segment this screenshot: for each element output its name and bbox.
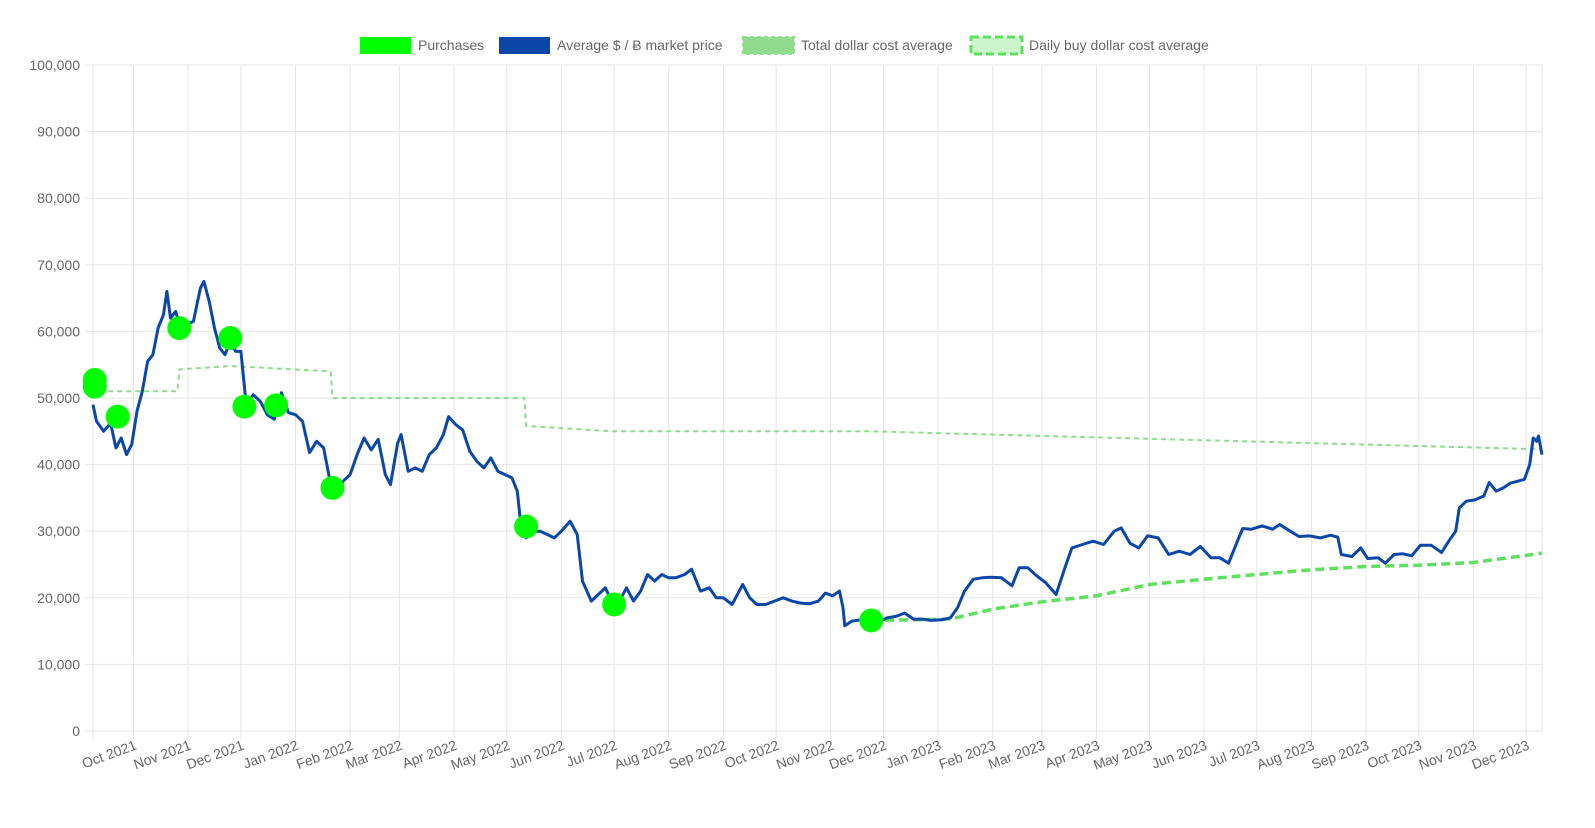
x-tick-label: Jun 2022 xyxy=(507,737,567,772)
x-tick-label: Jan 2022 xyxy=(241,737,301,772)
purchase-point xyxy=(320,475,345,500)
y-tick-label: 50,000 xyxy=(37,390,80,406)
purchase-points xyxy=(82,316,884,633)
x-tick-label: Jul 2022 xyxy=(564,737,619,770)
y-tick-label: 20,000 xyxy=(37,590,80,606)
purchase-point xyxy=(167,316,192,341)
purchase-point xyxy=(82,374,107,399)
x-tick-label: Nov 2021 xyxy=(131,737,193,773)
purchase-point xyxy=(105,404,130,429)
legend-swatch-market-price xyxy=(499,37,550,54)
x-tick-label: Oct 2021 xyxy=(80,737,139,772)
purchase-point xyxy=(232,394,257,419)
legend-label: Total dollar cost average xyxy=(801,37,953,53)
purchase-point xyxy=(218,326,243,351)
y-tick-label: 70,000 xyxy=(37,257,80,273)
legend-label: Daily buy dollar cost average xyxy=(1029,37,1209,53)
purchase-point xyxy=(602,592,627,617)
y-tick-label: 10,000 xyxy=(37,656,80,672)
x-tick-label: Sep 2023 xyxy=(1309,737,1371,773)
legend: Purchases Average $ / Ƀ market price Total… xyxy=(360,35,1209,56)
x-tick-label: Mar 2022 xyxy=(343,737,404,772)
gridlines xyxy=(85,64,1543,739)
purchase-point xyxy=(859,608,884,633)
legend-label: Average $ / Ƀ market price xyxy=(557,37,723,53)
purchase-point xyxy=(514,514,539,539)
legend-label: Purchases xyxy=(418,37,484,53)
x-tick-label: Jul 2023 xyxy=(1207,737,1262,770)
average-market-price-line xyxy=(91,279,1544,628)
x-tick-label: Oct 2022 xyxy=(722,737,781,772)
y-tick-label: 40,000 xyxy=(37,457,80,473)
x-tick-label: Aug 2023 xyxy=(1255,737,1317,773)
x-tick-label: Apr 2023 xyxy=(1043,737,1102,772)
total-dollar-cost-average-line xyxy=(92,365,1543,451)
legend-swatch-purchases xyxy=(360,37,411,54)
y-tick-label: 60,000 xyxy=(37,323,80,339)
y-tick-label: 30,000 xyxy=(37,523,80,539)
legend-swatch-daily-dca xyxy=(969,35,1024,56)
x-tick-label: Nov 2023 xyxy=(1417,737,1479,773)
x-tick-label: Apr 2022 xyxy=(400,737,459,772)
x-tick-label: May 2023 xyxy=(1091,737,1154,773)
daily-buy-dollar-cost-average-line xyxy=(871,551,1543,623)
x-tick-label: Oct 2023 xyxy=(1365,737,1424,772)
x-tick-label: Jun 2023 xyxy=(1149,737,1209,772)
x-tick-label: May 2022 xyxy=(449,737,512,773)
y-tick-label: 100,000 xyxy=(29,57,80,73)
x-tick-label: Jan 2023 xyxy=(884,737,944,772)
y-tick-label: 80,000 xyxy=(37,190,80,206)
y-tick-label: 90,000 xyxy=(37,124,80,140)
purchase-point xyxy=(264,393,289,418)
x-tick-label: Dec 2023 xyxy=(1469,737,1531,773)
series xyxy=(91,279,1544,628)
x-tick-label: Aug 2022 xyxy=(612,737,674,773)
x-tick-label: Nov 2022 xyxy=(774,737,836,773)
x-tick-label: Dec 2022 xyxy=(827,737,889,773)
y-axis: 0 10,000 20,000 30,000 40,000 50,000 60,000 70,… xyxy=(29,57,80,739)
x-tick-label: Sep 2022 xyxy=(667,737,729,773)
x-tick-label: Dec 2021 xyxy=(184,737,246,773)
x-tick-label: Mar 2023 xyxy=(986,737,1047,772)
y-tick-label: 0 xyxy=(72,723,80,739)
legend-swatch-total-dca xyxy=(742,36,795,55)
